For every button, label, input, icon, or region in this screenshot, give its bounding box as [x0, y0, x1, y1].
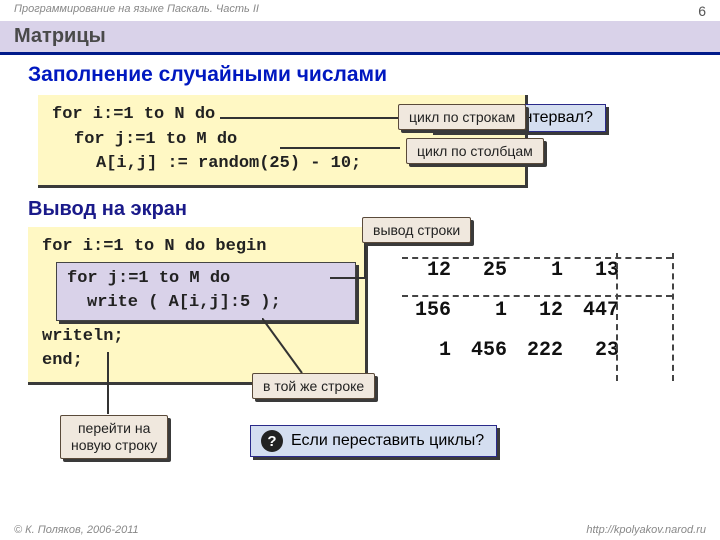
code-line: write ( A[i,j]:5 ); [67, 291, 345, 316]
matrix-row: 156 1 12 447 [397, 292, 619, 330]
header-left: Программирование на языке Паскаль. Часть… [14, 3, 259, 19]
code-line: end; [42, 349, 351, 374]
question-text: Если переставить циклы? [291, 432, 484, 450]
code-line: for i:=1 to N do begin [42, 235, 351, 260]
dashed-guide [402, 295, 672, 297]
page-number: 6 [698, 3, 706, 19]
question-swap: ? Если переставить циклы? [250, 425, 497, 457]
callout-newline: перейти на новую строку [60, 415, 168, 459]
callout-newline-l1: перейти на [78, 420, 150, 436]
inner-code-block: for j:=1 to M do write ( A[i,j]:5 ); [56, 262, 356, 321]
page-title: Матрицы [0, 21, 720, 55]
footer-right: http://kpolyakov.narod.ru [586, 524, 706, 536]
matrix-output: 12 25 1 13 156 1 12 447 1 456 222 23 [395, 250, 621, 372]
matrix-row: 1 456 222 23 [397, 332, 619, 370]
callout-cols: цикл по столбцам [406, 138, 544, 164]
code-line: for j:=1 to M do [67, 267, 345, 292]
callout-row-output: вывод строки [362, 217, 471, 243]
section1-heading: Заполнение случайными числами [28, 63, 698, 87]
dashed-guide [402, 257, 672, 259]
footer-left: © К. Поляков, 2006-2011 [14, 524, 139, 536]
question-icon: ? [261, 430, 283, 452]
callout-rows: цикл по строкам [398, 104, 526, 130]
callout-newline-l2: новую строку [71, 437, 157, 453]
callout-same-line: в той же строке [252, 373, 375, 399]
dashed-guide [672, 253, 674, 381]
dashed-guide [616, 253, 618, 381]
code-block-2: for i:=1 to N do begin for j:=1 to M do … [28, 227, 368, 385]
code-line: writeln; [42, 325, 351, 350]
